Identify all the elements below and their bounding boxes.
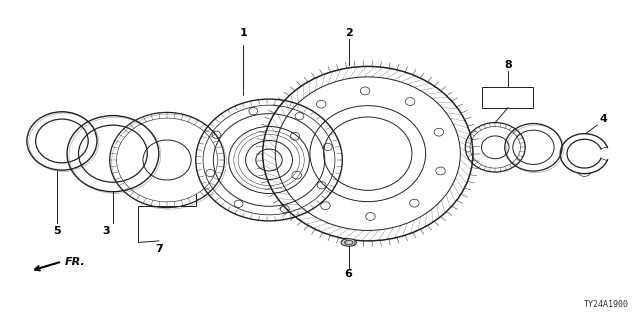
Text: 8: 8 <box>504 60 512 70</box>
Text: 6: 6 <box>345 269 353 279</box>
Text: TY24A1900: TY24A1900 <box>584 300 629 309</box>
Text: 5: 5 <box>54 226 61 236</box>
Text: 7: 7 <box>155 244 163 254</box>
Text: 3: 3 <box>102 226 110 236</box>
Text: 1: 1 <box>239 28 248 38</box>
Bar <box>483 87 534 108</box>
Text: 2: 2 <box>345 28 353 38</box>
Ellipse shape <box>341 239 356 246</box>
Text: 4: 4 <box>600 114 607 124</box>
Text: FR.: FR. <box>65 257 86 267</box>
